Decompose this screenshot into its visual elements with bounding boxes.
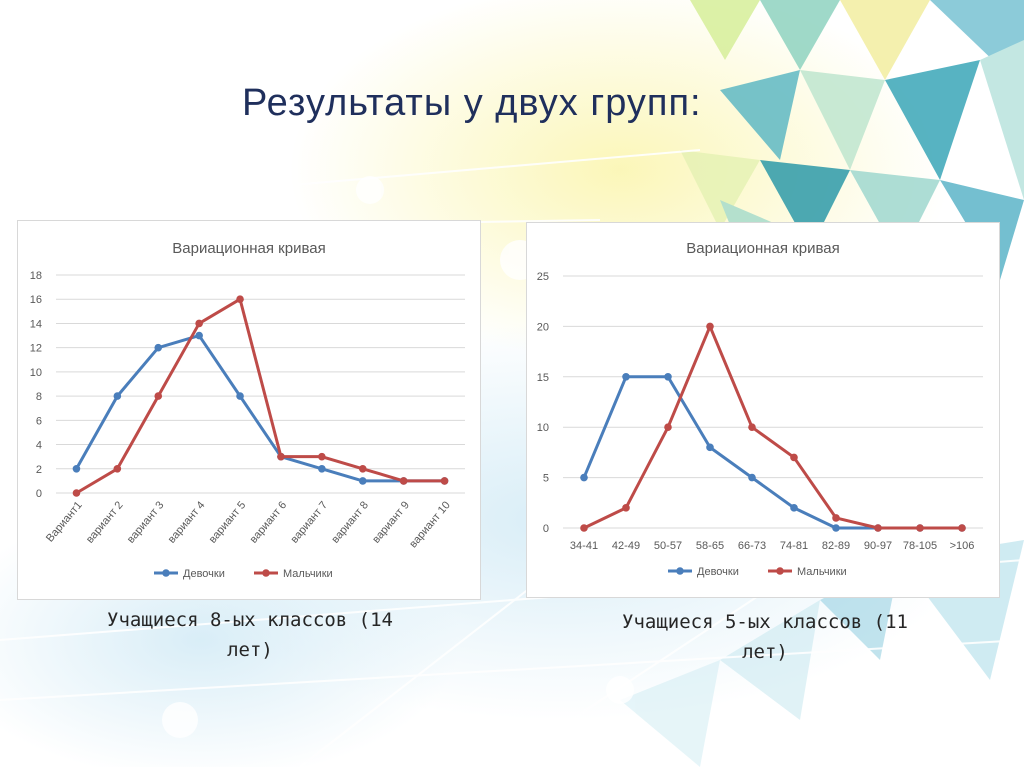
data-point xyxy=(72,464,81,473)
caption-grade5-line2: лет) xyxy=(742,641,788,663)
x-tick-label: Вариант1 xyxy=(44,499,85,544)
data-point xyxy=(664,423,672,431)
y-tick-label: 2 xyxy=(36,464,42,476)
data-point xyxy=(277,452,285,461)
data-point xyxy=(113,392,122,400)
x-tick-label: вариант 5 xyxy=(207,499,249,545)
x-tick-label: 82-89 xyxy=(822,540,850,552)
chart-grade5: Вариационная кривая 0 5 10 15 20 25 34-41 42-49 5… xyxy=(537,240,983,578)
y-tick-label: 0 xyxy=(36,488,42,500)
x-tick-label: 90-97 xyxy=(864,540,892,552)
chart-grade8: Вариационная кривая 0 2 4 6 8 10 12 14 16 18 Вариан… xyxy=(30,240,465,580)
x-tick-label: 58-65 xyxy=(696,540,724,552)
data-point xyxy=(236,392,244,400)
y-tick-label: 10 xyxy=(30,367,42,379)
x-tick-label: 74-81 xyxy=(780,540,808,552)
y-tick-label: 6 xyxy=(36,415,42,427)
data-point xyxy=(832,514,840,522)
data-point xyxy=(622,504,630,512)
data-point xyxy=(958,524,966,532)
x-tick-label: вариант 3 xyxy=(125,499,167,545)
data-point xyxy=(440,477,449,485)
legend-label: Девочки xyxy=(183,568,225,580)
data-point xyxy=(318,464,326,473)
y-tick-label: 8 xyxy=(36,391,42,403)
caption-grade5: Учащиеся 5-ых классов (11 лет) xyxy=(555,607,975,667)
x-tick-label: вариант 10 xyxy=(407,499,453,550)
data-point xyxy=(72,489,81,497)
data-point xyxy=(358,477,367,485)
data-point xyxy=(236,295,244,304)
x-tick-label: вариант 9 xyxy=(370,499,412,545)
x-tick-label: вариант 7 xyxy=(288,499,330,545)
data-point xyxy=(916,524,924,532)
chart-panel-grade8: Вариационная кривая 0 2 4 6 8 10 12 14 16 18 Вариан… xyxy=(17,220,481,600)
y-tick-label: 15 xyxy=(537,372,549,384)
x-tick-label: 42-49 xyxy=(612,540,640,552)
caption-grade5-line1: Учащиеся 5-ых классов (11 xyxy=(622,611,908,633)
chart-title: Вариационная кривая xyxy=(172,240,325,257)
caption-grade8-line1: Учащиеся 8-ых классов (14 xyxy=(107,609,393,631)
x-tick-label: вариант 2 xyxy=(84,499,126,545)
chart-title: Вариационная кривая xyxy=(686,240,839,257)
data-point xyxy=(580,524,588,532)
data-point xyxy=(874,524,882,532)
series-line xyxy=(75,297,445,495)
y-tick-label: 25 xyxy=(537,271,549,283)
y-tick-label: 0 xyxy=(543,523,549,535)
data-point xyxy=(195,319,203,328)
data-point xyxy=(113,464,122,473)
chart-panel-grade5: Вариационная кривая 0 5 10 15 20 25 34-41 42-49 5… xyxy=(526,222,1000,598)
series-line xyxy=(75,334,445,483)
data-point xyxy=(622,373,630,381)
data-point xyxy=(790,504,798,512)
x-tick-label: 34-41 xyxy=(570,540,598,552)
x-tick-label: вариант 4 xyxy=(166,499,208,545)
x-tick-label: 50-57 xyxy=(654,540,682,552)
data-point xyxy=(748,423,756,431)
legend-swatch-marker xyxy=(676,567,684,575)
data-point xyxy=(358,464,367,473)
data-point xyxy=(195,331,203,340)
data-point xyxy=(664,373,672,381)
legend-label: Мальчики xyxy=(283,568,333,580)
series-line xyxy=(582,375,962,530)
y-tick-label: 4 xyxy=(36,440,42,452)
data-point xyxy=(748,473,756,482)
data-point xyxy=(318,452,326,461)
slide-title: Результаты у двух групп: xyxy=(242,82,702,124)
legend-label: Девочки xyxy=(697,566,739,578)
y-tick-label: 5 xyxy=(543,473,549,485)
y-tick-label: 16 xyxy=(30,294,42,306)
data-point xyxy=(399,477,408,485)
x-tick-label: 78-105 xyxy=(903,540,937,552)
legend-swatch-marker xyxy=(162,569,170,577)
data-point xyxy=(580,473,588,482)
caption-grade8: Учащиеся 8-ых классов (14 лет) xyxy=(40,605,460,665)
y-tick-label: 10 xyxy=(537,422,549,434)
series-line xyxy=(583,324,962,530)
caption-grade8-line2: лет) xyxy=(227,639,273,661)
legend-label: Мальчики xyxy=(797,566,847,578)
data-point xyxy=(832,524,840,532)
data-point xyxy=(154,343,163,352)
data-point xyxy=(706,322,714,331)
legend-swatch-marker xyxy=(776,567,784,575)
data-point xyxy=(706,443,714,452)
data-point xyxy=(154,392,163,400)
legend-swatch-marker xyxy=(262,569,270,577)
y-tick-label: 14 xyxy=(30,318,42,330)
x-tick-label: вариант 8 xyxy=(329,499,371,545)
data-point xyxy=(790,453,798,462)
y-tick-label: 18 xyxy=(30,270,42,282)
x-tick-label: вариант 6 xyxy=(248,499,290,545)
x-tick-label: 66-73 xyxy=(738,540,766,552)
x-tick-label: >106 xyxy=(950,540,975,552)
y-tick-label: 20 xyxy=(537,321,549,333)
y-tick-label: 12 xyxy=(30,343,42,355)
